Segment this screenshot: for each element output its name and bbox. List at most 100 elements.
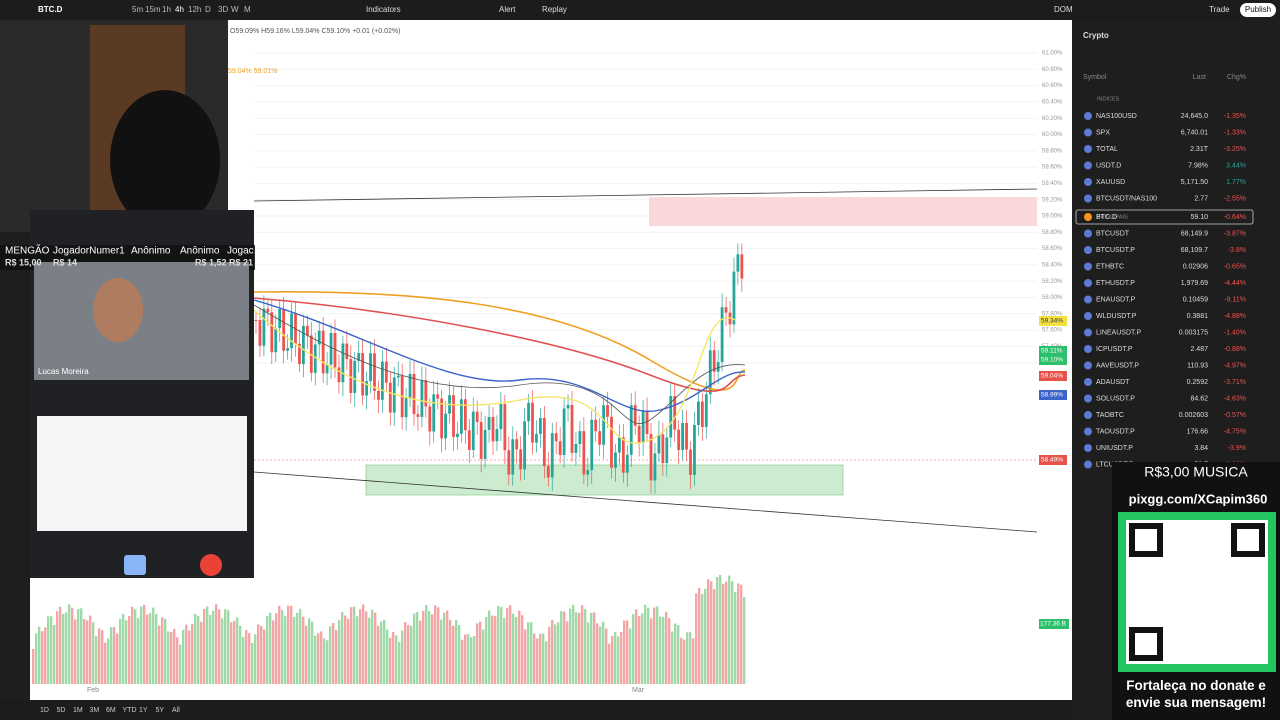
row-symbol[interactable]: BTCUSDT/NAS100 — [1096, 195, 1157, 202]
candle-body — [341, 343, 345, 383]
row-symbol[interactable]: ICPUSDT.P — [1096, 346, 1133, 353]
toolbar-button[interactable]: Alert — [499, 5, 516, 14]
hangup-button[interactable] — [200, 554, 222, 576]
price-badge — [1039, 355, 1067, 365]
range-button[interactable]: 5D — [57, 707, 66, 714]
qr-code — [1126, 520, 1268, 664]
volume-bar — [392, 631, 395, 684]
candle-body — [337, 367, 341, 383]
publish-button[interactable] — [1240, 3, 1276, 17]
row-symbol[interactable]: SOLUSDT.P — [1096, 395, 1135, 402]
selected-row — [1075, 209, 1254, 225]
row-symbol[interactable]: USDT.D — [1096, 162, 1121, 169]
candle-body — [542, 417, 546, 467]
symbol-icon — [1084, 128, 1092, 137]
toolbar-button[interactable]: Replay — [542, 5, 567, 14]
volume-bar — [593, 612, 596, 684]
range-button[interactable]: 1Y — [139, 707, 148, 714]
row-symbol[interactable]: TAOBTC — [1096, 412, 1124, 419]
row-symbol[interactable]: BTC.D — [1096, 214, 1117, 221]
interval-button[interactable]: 12h — [188, 5, 201, 14]
interval-button[interactable]: 3D — [218, 5, 228, 14]
price-label: 60.60% — [1042, 83, 1063, 89]
candle-body — [602, 405, 605, 445]
range-button[interactable]: All — [172, 707, 180, 714]
row-symbol[interactable]: ETHUSDT.P — [1096, 280, 1135, 287]
range-button[interactable]: 1D — [40, 707, 49, 714]
candle-body — [416, 414, 420, 417]
volume-bar — [299, 608, 302, 684]
toolbar-button[interactable]: Indicators — [366, 5, 401, 14]
candle-body — [408, 373, 412, 398]
interval-button[interactable]: 4h — [175, 5, 184, 14]
volume-bar — [305, 625, 308, 684]
range-button[interactable]: 5Y — [156, 707, 165, 714]
volume-bar — [443, 612, 446, 684]
volume-bar — [224, 609, 227, 684]
interval-button[interactable]: D — [205, 5, 211, 14]
volume-bar — [329, 626, 332, 684]
row-last: 110.93 — [1187, 362, 1208, 369]
volume-bar — [233, 620, 236, 684]
row-change: -2.55% — [1224, 195, 1246, 202]
moving-average — [253, 304, 746, 425]
price-label: 58.60% — [1042, 246, 1063, 252]
volume-bar — [368, 617, 371, 684]
range-button[interactable]: YTD — [123, 707, 137, 714]
symbol-icon — [1084, 411, 1092, 419]
row-symbol[interactable]: ETHBTC — [1096, 263, 1124, 270]
volume-bar — [122, 614, 125, 684]
row-symbol[interactable]: SPX — [1096, 129, 1110, 136]
row-symbol[interactable]: ENAUSDT.P — [1096, 296, 1136, 303]
row-symbol[interactable]: NAS100USD — [1096, 113, 1137, 120]
candle-body — [388, 382, 392, 413]
row-symbol[interactable]: LINEAUSDT.P — [1096, 329, 1141, 336]
volume-bar — [401, 630, 404, 684]
row-last: 0.3881 — [1187, 313, 1209, 320]
candle-body — [499, 404, 503, 430]
candle-body — [412, 373, 416, 415]
row-symbol[interactable]: ADAUSDT — [1096, 379, 1130, 386]
volume-bar — [488, 610, 491, 684]
range-button[interactable]: 1M — [73, 707, 83, 714]
row-symbol[interactable]: BTCUSDT — [1096, 230, 1130, 237]
candle-body — [290, 313, 293, 349]
range-button[interactable]: 3M — [90, 707, 100, 714]
time-label: Mar — [632, 687, 645, 694]
candle-body — [704, 394, 708, 427]
volume-badge-text: 177.36 B — [1040, 621, 1066, 628]
row-symbol[interactable]: AAVEUSDT.P — [1096, 362, 1139, 369]
candle-body — [669, 396, 673, 438]
row-symbol[interactable]: XAUUSD — [1096, 179, 1125, 186]
volume-bar — [650, 618, 653, 684]
section-header: PRINCIPAIS — [1097, 214, 1128, 220]
row-symbol[interactable]: TOTAL — [1096, 146, 1118, 153]
candle-body — [444, 413, 447, 439]
interval-button[interactable]: 15m — [145, 5, 161, 14]
volume-bar — [578, 612, 581, 684]
row-symbol[interactable]: UNIUSDT.P — [1096, 445, 1133, 452]
row-change: -0.88% — [1224, 346, 1246, 353]
row-symbol[interactable]: TAOUSDT.P — [1096, 428, 1135, 435]
share-button[interactable] — [124, 555, 146, 575]
music-price: R$3,00 MUSICA — [1144, 464, 1248, 480]
candle-body — [357, 352, 361, 361]
candle-body — [460, 399, 463, 434]
candle-body — [523, 421, 526, 470]
row-symbol[interactable]: WLDUSDT.P — [1096, 313, 1137, 320]
price-badge — [1039, 316, 1067, 326]
volume-bar — [680, 637, 683, 684]
symbol-icon — [1084, 161, 1092, 170]
toolbar-button[interactable]: DOM — [1054, 5, 1073, 14]
interval-button[interactable]: 5m — [132, 5, 143, 14]
volume-bar — [437, 607, 440, 684]
interval-button[interactable]: W — [231, 5, 239, 14]
range-button[interactable]: 6M — [106, 707, 116, 714]
volume-bar — [128, 615, 131, 684]
interval-button[interactable]: 1h — [162, 5, 171, 14]
row-last: 1,979.69 — [1181, 280, 1208, 287]
candle-body — [278, 309, 282, 329]
toolbar-button[interactable]: Trade — [1209, 5, 1230, 14]
interval-button[interactable]: M — [244, 5, 251, 14]
row-symbol[interactable]: BTCUSDT.P — [1096, 247, 1135, 254]
